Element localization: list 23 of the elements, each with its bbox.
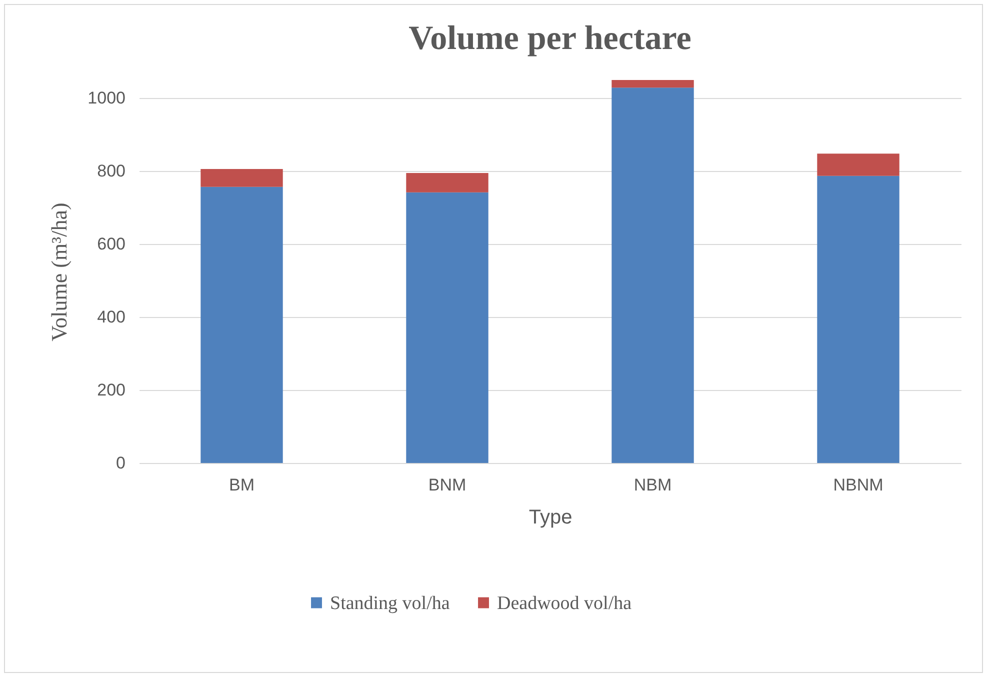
bar <box>817 154 900 176</box>
bar <box>406 192 488 463</box>
y-axis-title: Volume (m³/ha) <box>46 202 72 342</box>
y-tick-label: 200 <box>97 380 126 400</box>
chart-title: Volume per hectare <box>408 20 692 57</box>
x-tick-label: NBM <box>634 476 672 494</box>
bar <box>200 169 283 187</box>
x-tick-label: BM <box>229 476 254 494</box>
bar <box>612 80 694 88</box>
legend-label: Deadwood vol/ha <box>497 592 632 614</box>
y-tick-label: 0 <box>116 454 126 472</box>
bar <box>200 186 283 463</box>
bar <box>817 176 900 463</box>
x-tick-label: BNM <box>428 476 466 494</box>
y-tick-label: 1000 <box>88 88 126 108</box>
x-axis-title: Type <box>528 506 572 528</box>
bar <box>406 173 488 192</box>
bar <box>612 88 694 463</box>
y-tick-label: 400 <box>97 308 126 327</box>
y-tick-label: 600 <box>97 234 126 254</box>
y-tick-label: 800 <box>97 162 126 181</box>
legend-label: Standing vol/ha <box>330 592 450 614</box>
x-tick-label: NBNM <box>833 476 884 494</box>
